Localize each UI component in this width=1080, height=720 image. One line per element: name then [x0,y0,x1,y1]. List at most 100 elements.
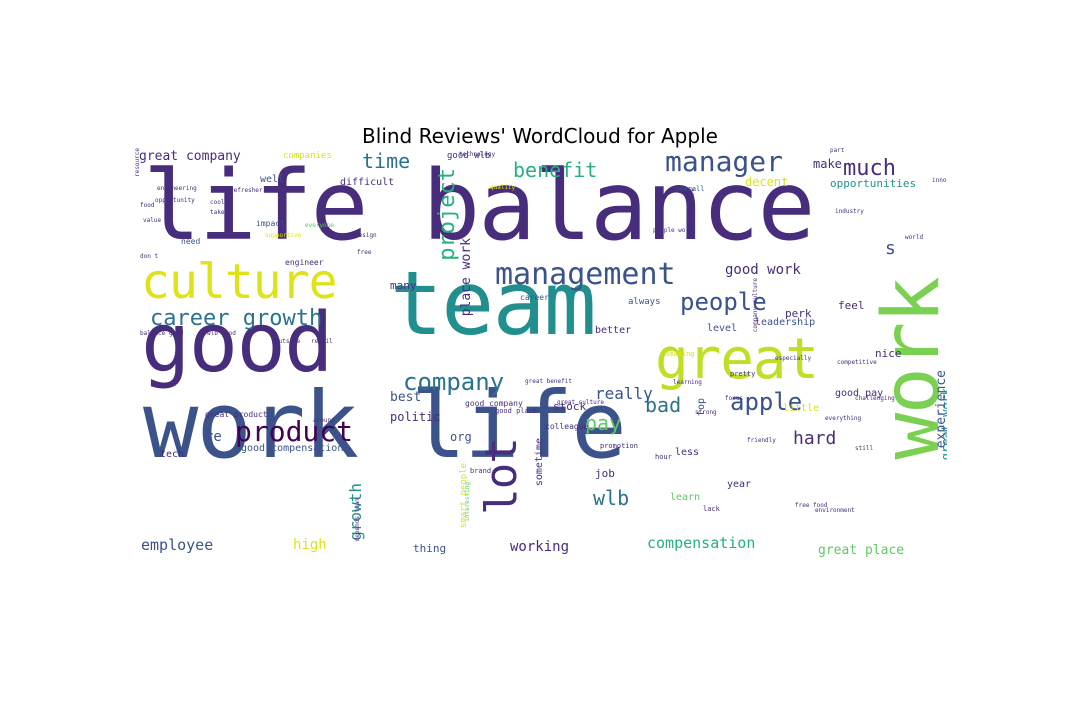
word-everyone: everyone [305,222,334,229]
word-employee: employee [141,536,214,554]
word-take: take [210,209,225,216]
word-balance-good: balance good [140,330,184,337]
word-bad: bad [645,393,682,417]
word-hardware: hardware [689,188,696,217]
word-great-work: great work [939,388,947,461]
word-great-benefit: great benefit [525,378,572,385]
word-free: free [357,249,372,256]
word-compensation: compensation [647,534,756,552]
word-industry: industry [835,208,864,215]
word-learning: learning [673,379,702,386]
word-hard: hard [793,428,837,449]
word-high: high [293,537,327,553]
word-good-wlb: good wlb [447,151,491,161]
word-place-work: place work [459,238,474,317]
word-hour: hour [655,453,672,461]
word-perk: perk [785,307,812,320]
word-good: good [141,296,334,391]
word-food: food [140,202,155,209]
word-retail: retail [311,338,333,345]
word-don-t: don t [140,253,159,260]
word-great-company: great company [139,149,241,164]
word-world: world [905,234,924,241]
word-leadership: leadership [755,317,816,328]
word-career-growth: career growth [150,306,323,331]
word-wlb-good: wlb good [207,330,236,337]
word-supportive: supportive [265,232,302,239]
word-people: people [680,288,767,316]
word-challenging: challenging [855,395,895,402]
word-need: need [181,237,201,246]
word-tech: tech [160,449,185,460]
word-feel: feel [838,299,865,312]
word-great-culture: great culture [557,399,604,406]
word-promotion: promotion [600,442,638,450]
word-s: s [885,238,896,259]
word-lot: lot [476,438,527,515]
word-value: value [143,217,162,224]
word-interesting: interesting [464,482,471,522]
word-competitive: competitive [837,359,877,366]
word-much: much [843,156,896,181]
word-manager: manager [665,148,784,178]
word-great-place: great place [818,543,905,558]
word-great-product: great product [205,410,268,419]
word-good-place: good place [495,407,538,415]
word-part: part [830,148,845,154]
word-opportunities: opportunities [830,177,917,190]
word-especially: especially [775,355,812,362]
word-amazing: amazing [665,350,695,358]
word-wlb: wlb [593,486,630,510]
word-quality: quality [490,184,516,191]
word-culture: culture [141,254,338,310]
word-engineer: engineer [285,258,324,267]
word-strong: strong [695,409,717,416]
word-career: career [520,293,549,302]
word-many: many [390,279,417,292]
word-nice: nice [875,347,902,360]
word-time: time [362,149,411,173]
word-cloud: life balance work life team good work great cu… [135,148,947,562]
word-management: management [495,257,676,292]
word-colleague: colleague [545,422,589,431]
word-engineering: engineering [157,185,197,192]
word-org: org [450,430,472,444]
word-good-company: good company [465,399,523,408]
word-brand: brand [470,467,492,475]
word-decent: decent [745,175,789,189]
word-cool: cool [210,199,225,206]
word-work-life: work life [143,372,627,479]
word-always: always [628,297,661,307]
word-re: re [205,429,222,445]
word-friendly: friendly [747,437,776,444]
word-best: best [390,390,422,405]
word-less: less [675,447,700,458]
word-little: little [783,403,820,414]
chart-title: Blind Reviews' WordCloud for Apple [362,124,718,148]
word-innovation: innovation [932,177,947,184]
word-life-balance: life balance [143,150,815,262]
word-great: great [655,327,819,392]
word-job: job [595,467,615,480]
word-learn: learn [670,492,701,503]
word-good-work: good work [725,262,801,278]
word-project: project [435,168,460,261]
word-outside: outside [275,338,301,345]
word-focus: focus [725,395,744,402]
word-overall: overall [675,185,705,193]
word-year: year [727,479,752,490]
word-free-food: free food [795,502,828,509]
word-company-culture: company culture [752,278,759,333]
word-team: team [390,252,597,355]
word-opportunity: opportunity [155,197,195,204]
word-good-compensation: good compensation [241,443,344,454]
word-sometime: sometime [534,438,545,487]
word-apple: apple [730,388,803,416]
word-make: make [813,157,842,171]
word-stock: stock [553,400,587,413]
word-still: still [855,445,874,452]
word-impact: impact [256,219,285,228]
word-companies: companies [283,151,332,161]
word-depends-team: depends team [354,498,361,542]
word-pay: pay [585,411,622,435]
